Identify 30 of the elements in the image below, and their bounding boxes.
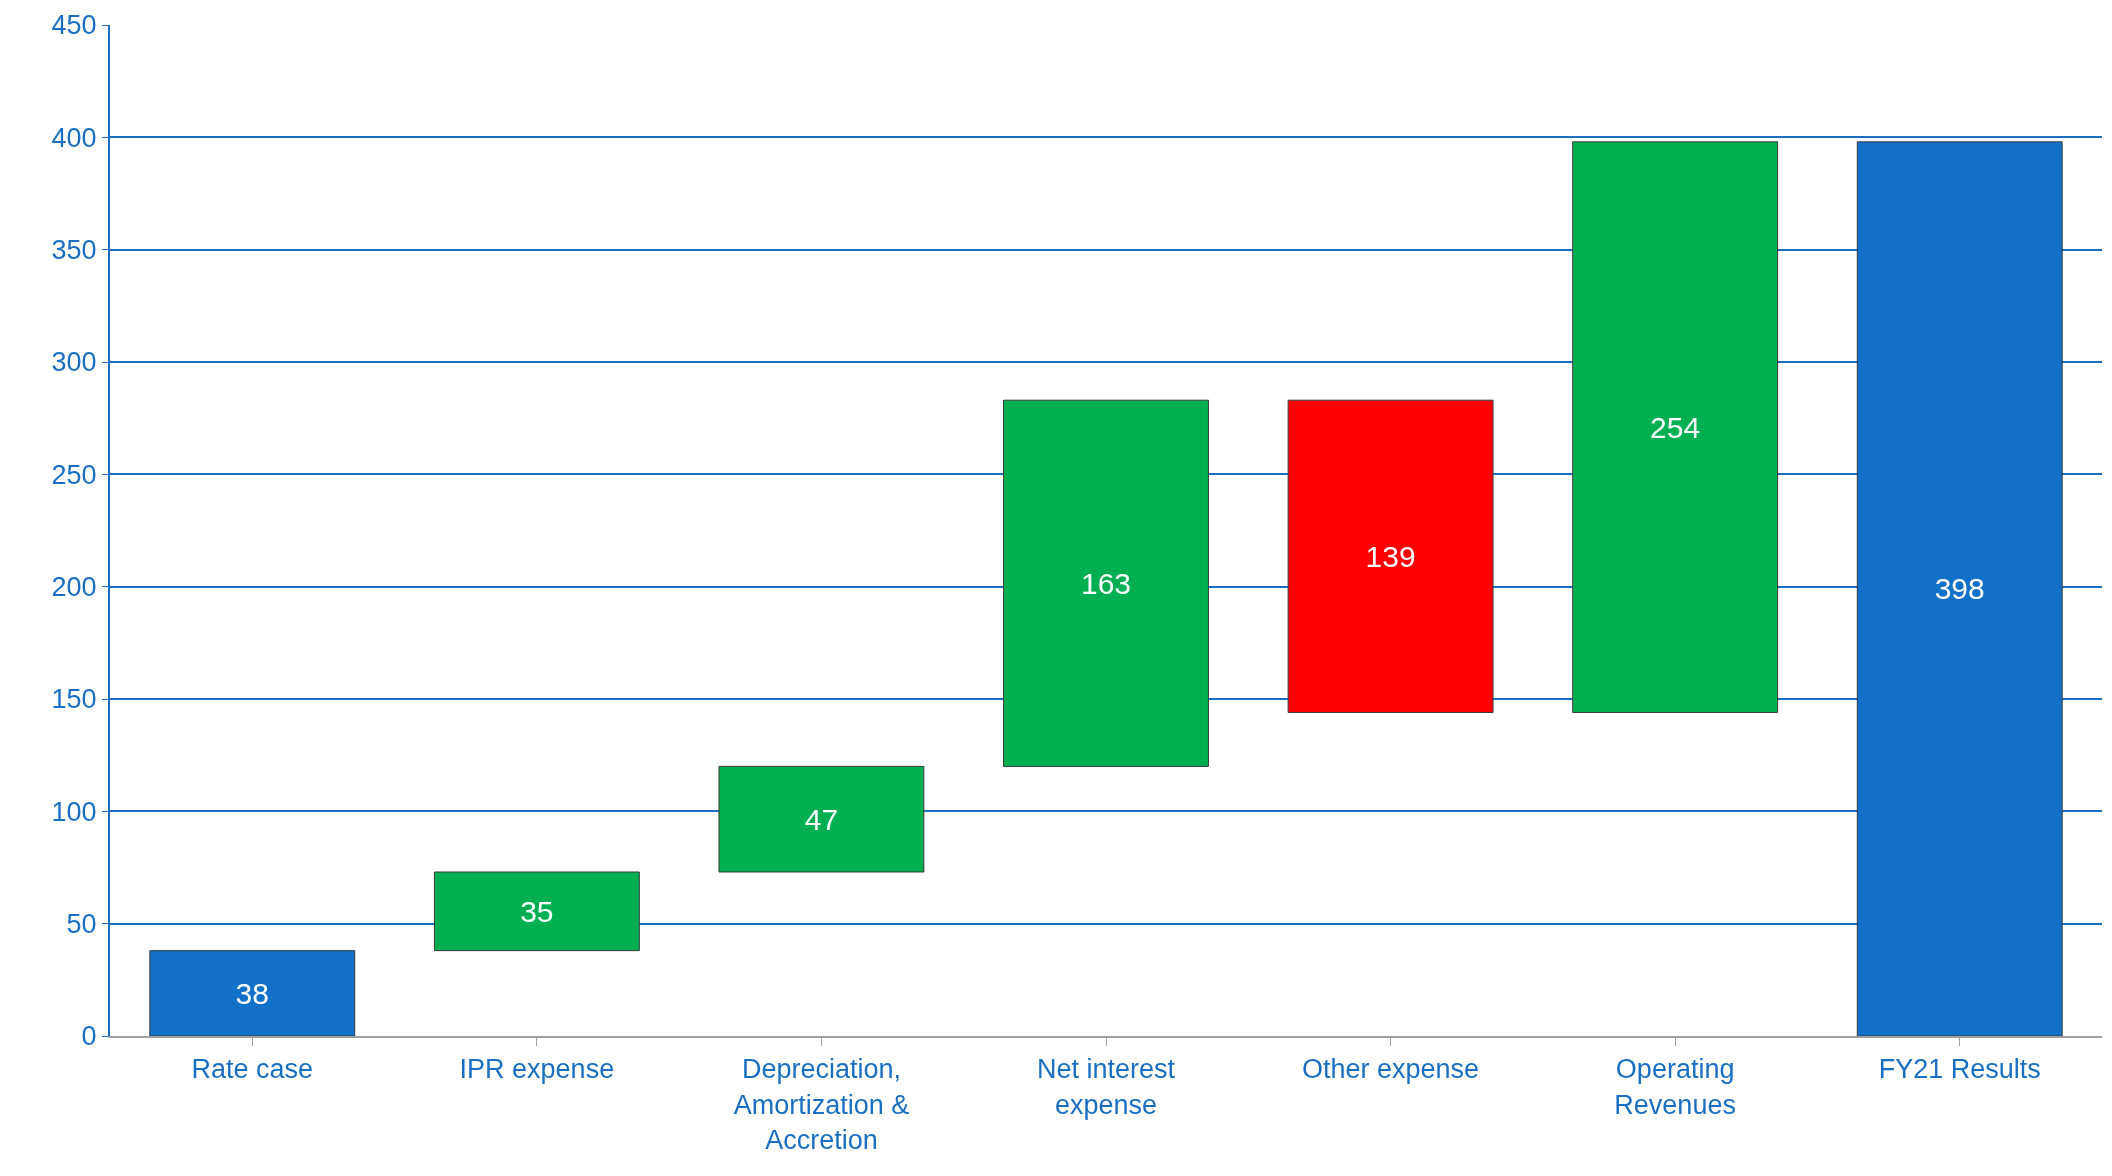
bar	[1287, 399, 1494, 713]
data-label: 38	[235, 976, 269, 1010]
y-tick-label: 0	[81, 1021, 97, 1052]
y-tick-label: 200	[51, 572, 97, 603]
bar	[433, 871, 640, 952]
data-label: 139	[1365, 539, 1416, 573]
y-tick-label: 400	[51, 122, 97, 153]
data-label: 398	[1934, 572, 1985, 606]
data-label: 254	[1650, 410, 1701, 444]
data-label: 35	[520, 894, 554, 928]
y-tick-label: 150	[51, 684, 97, 715]
x-tick-label: Rate case	[191, 1054, 314, 1085]
bar	[149, 950, 356, 1036]
x-tick-label: FY21 Results	[1878, 1054, 2041, 1085]
y-tick-label: 100	[51, 796, 97, 827]
y-tick-label: 300	[51, 347, 97, 378]
bar	[1572, 141, 1779, 713]
x-tick-label: Depreciation, Amortization & Accretion	[733, 1054, 910, 1155]
y-tick-label: 50	[66, 909, 97, 940]
bar	[718, 765, 925, 873]
x-tick-label: Operating Revenues	[1614, 1054, 1736, 1120]
data-label: 163	[1080, 566, 1132, 600]
y-tick-label: 350	[51, 235, 97, 266]
x-tick-label: Other expense	[1302, 1054, 1480, 1085]
data-label: 47	[804, 802, 839, 836]
bar	[1003, 399, 1209, 767]
x-tick-label: IPR expense	[459, 1054, 615, 1085]
y-tick-label: 450	[51, 10, 97, 41]
x-tick-label: Net interest expense	[1036, 1054, 1176, 1120]
y-tick-label: 250	[51, 459, 97, 490]
